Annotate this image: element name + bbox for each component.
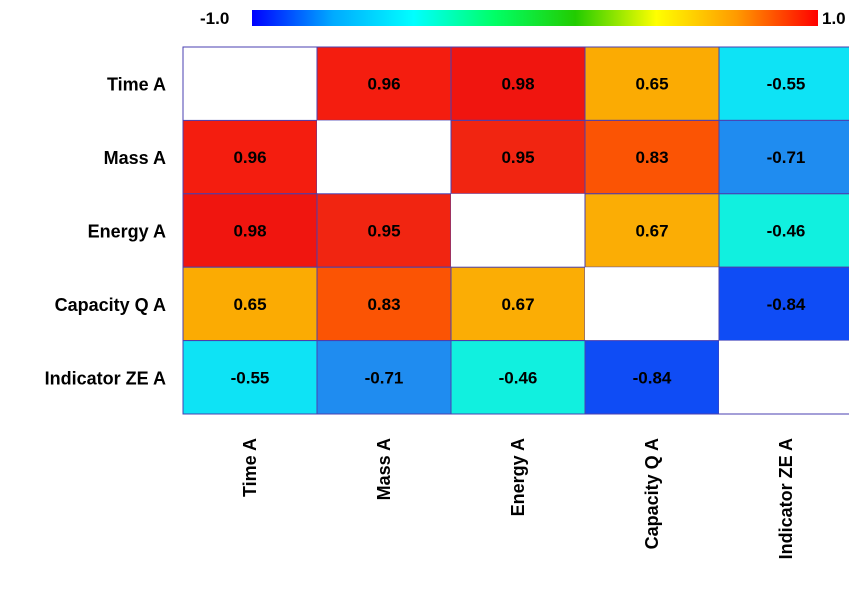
heatmap-cell-1-4 [718,119,849,195]
row-label: Indicator ZE A [45,368,166,388]
cell-value-label: 0.65 [233,295,266,314]
cell-value-label: 0.67 [635,222,668,241]
heatmap-cells: 0.96 0.98 0.65 -0.55 0.96 0.95 0.83 -0.71 0.98 0.… [182,46,849,415]
cell-value-label: 0.95 [501,148,534,167]
cell-value-label: -0.84 [767,295,806,314]
cell-value-label: 0.95 [367,222,400,241]
column-label: Indicator ZE A [776,438,796,559]
heatmap-cell-3-3 [585,267,719,341]
cell-value-label: 0.98 [233,222,266,241]
column-label: Time A [240,438,260,497]
heatmap-cell-4-1 [316,340,452,415]
column-label: Capacity Q A [642,438,662,549]
heatmap-cell-2-4 [718,193,849,268]
heatmap-cell-4-4 [719,340,849,414]
cell-value-label: -0.46 [767,222,806,241]
cell-value-label: 0.67 [501,295,534,314]
column-label: Energy A [508,438,528,516]
heatmap-cell-1-1 [317,120,451,194]
heatmap-cell-3-2 [450,266,586,342]
heatmap-cell-4-0 [182,340,318,415]
colorbar-gradient [252,10,818,26]
heatmap-cell-3-4 [718,266,849,342]
column-label: Mass A [374,438,394,500]
cell-value-label: 0.96 [367,75,400,94]
row-label: Mass A [104,148,166,168]
colorbar: -1.0 1.0 [200,9,846,28]
cell-value-label: -0.55 [767,75,806,94]
cell-value-label: 0.83 [367,295,400,314]
heatmap-cell-1-0 [182,119,318,195]
heatmap-cell-0-4 [718,46,849,121]
heatmap-cell-0-2 [450,46,586,121]
colorbar-max-label: 1.0 [822,9,846,28]
colorbar-min-label: -1.0 [200,9,229,28]
cell-value-label: -0.71 [365,368,404,387]
cell-value-label: -0.46 [499,368,538,387]
cell-value-label: -0.84 [633,368,672,387]
heatmap-cell-3-0 [182,266,318,342]
heatmap-cell-4-2 [450,340,586,415]
heatmap-cell-2-0 [182,193,318,268]
cell-value-label: -0.55 [231,368,270,387]
cell-value-label: 0.96 [233,148,266,167]
row-label: Capacity Q A [55,295,166,315]
heatmap-cell-4-3 [584,340,720,415]
row-labels: Time A Mass A Energy A Capacity Q A Indicato… [45,75,166,389]
heatmap-cell-2-2 [451,193,585,268]
heatmap-frame [182,46,849,415]
heatmap-cell-0-0 [183,47,317,121]
heatmap-cell-3-1 [316,266,452,342]
cell-value-label: 0.65 [635,75,668,94]
column-labels: Time A Mass A Energy A Capacity Q A Indicato… [240,438,796,559]
cell-value-label: -0.71 [767,148,806,167]
heatmap-cell-2-1 [316,193,452,268]
row-label: Energy A [88,222,166,242]
row-label: Time A [107,75,166,95]
heatmap-cell-0-1 [316,46,452,121]
heatmap-cell-1-2 [450,119,586,195]
cell-value-label: 0.83 [635,148,668,167]
heatmap-cell-1-3 [584,119,720,195]
cell-value-label: 0.98 [501,75,534,94]
